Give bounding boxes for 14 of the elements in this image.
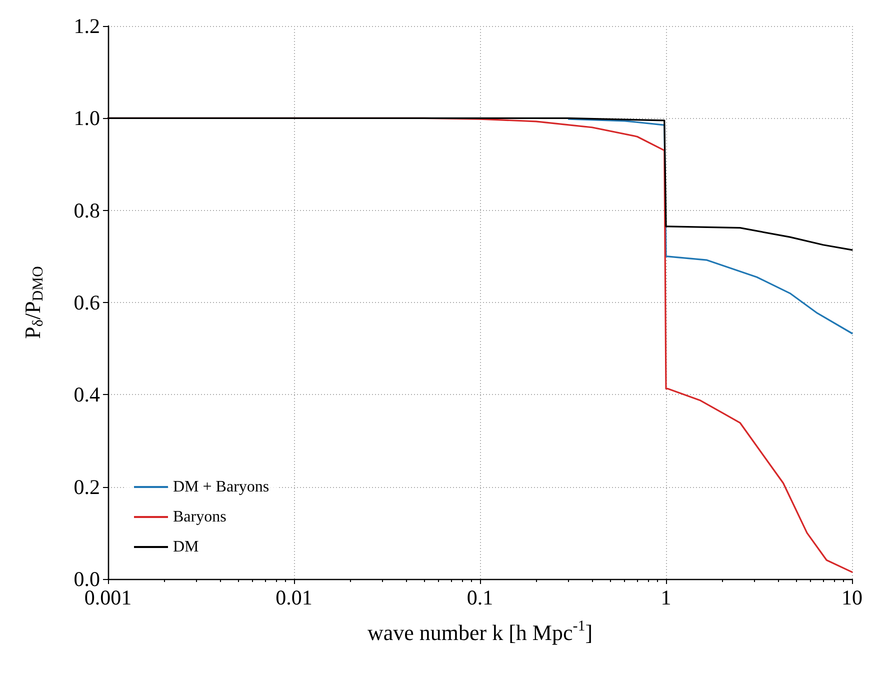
y-tick-label: 0.4 [74,382,100,407]
y-tick-label: 0.6 [74,290,100,314]
y-tick-label: 1.2 [74,14,100,38]
y-tick-label: 0.2 [74,474,100,499]
x-tick-label: 0.01 [276,586,312,610]
x-tick-label: 0.1 [466,586,494,610]
y-axis-title: Pδ/PDMO [20,266,46,339]
legend-label: Baryons [173,508,226,526]
y-tick-label: 0.8 [74,198,100,222]
y-tick-label: 1.0 [74,106,100,130]
legend-label: DM + Baryons [173,478,270,496]
x-tick-label: 1 [660,586,672,610]
x-tick-label: 10 [842,586,862,610]
legend-label: DM [173,538,199,556]
